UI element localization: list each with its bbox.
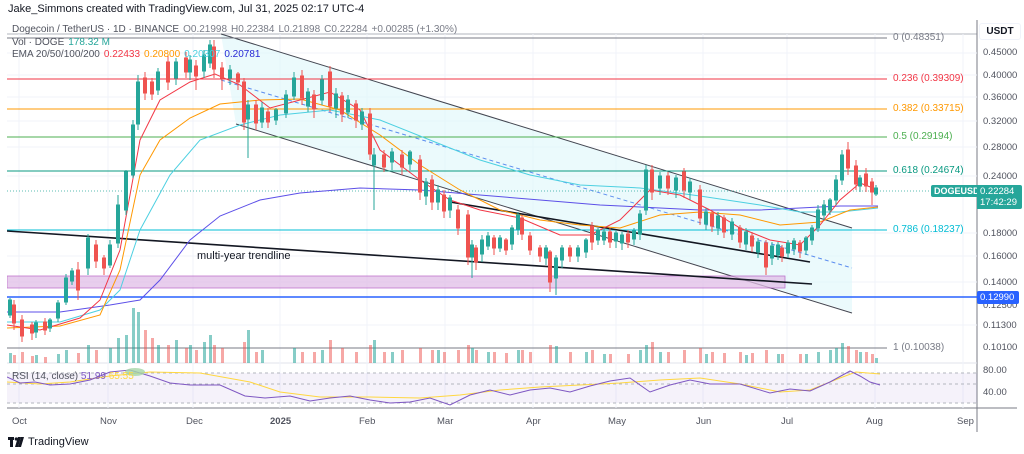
price-tick: 0.28000	[983, 142, 1018, 153]
time-tick: Jul	[781, 416, 794, 427]
ema100-value: 0.20307	[184, 49, 221, 60]
volume-label[interactable]: Vol · DOGE	[12, 36, 65, 48]
chart-legend: Dogecoin / TetherUS · 1D · BINANCE O0.21…	[12, 24, 458, 60]
time-tick: 2025	[270, 416, 292, 427]
price-tick: 0.40000	[983, 70, 1018, 81]
price-tick: 0.16000	[983, 251, 1018, 262]
ema-20	[7, 73, 879, 331]
tradingview-logo[interactable]: TradingView	[8, 436, 89, 448]
time-tick: Dec	[186, 416, 203, 427]
close-value: 0.22284	[331, 24, 368, 35]
ema-label[interactable]: EMA 20/50/100/200	[12, 49, 100, 60]
rsi-label[interactable]: RSI (14, close)	[12, 371, 79, 382]
currency-unit[interactable]: USDT	[979, 23, 1021, 40]
time-tick: Aug	[866, 416, 883, 427]
chart-credit: Jake_Simmons created with TradingView.co…	[8, 3, 365, 15]
time-tick: Oct	[12, 416, 27, 427]
rsi-value: 51.99	[80, 371, 106, 382]
ema-200	[7, 187, 878, 313]
volume-bars	[9, 308, 878, 363]
price-tick: 0.32000	[983, 116, 1018, 127]
symbol-price-tag: DOGEUSDT	[931, 185, 989, 197]
rsi-ma-value: 65.55	[108, 371, 134, 382]
current-price: 0.22284	[980, 186, 1015, 197]
fib-label-05: 0.5 (0.29194)	[893, 131, 953, 142]
rsi-tick: 40.00	[983, 387, 1007, 398]
fib-label-0786: 0.786 (0.18237)	[893, 224, 964, 235]
fib-label-0618: 0.618 (0.24674)	[893, 165, 964, 176]
candlesticks	[8, 40, 878, 342]
price-tick: 0.14000	[983, 277, 1018, 288]
fib-label-0236: 0.236 (0.39309)	[893, 73, 964, 84]
fib-label-0: 0 (0.48351)	[893, 32, 945, 43]
time-tick: Nov	[100, 416, 117, 427]
support-price-tag: 0.12990	[977, 291, 1019, 304]
ema50-value: 0.20800	[144, 49, 181, 60]
rsi-tick: 80.00	[983, 365, 1007, 376]
fib-label-1: 1 (0.10038)	[893, 342, 945, 353]
price-chart[interactable]	[7, 20, 1017, 432]
high-value: 0.22384	[238, 24, 275, 35]
time-tick: Sep	[957, 416, 974, 427]
rsi-legend: RSI (14, close) 51.99 65.55	[12, 371, 134, 382]
ema20-value: 0.22433	[103, 49, 141, 60]
price-tick: 0.12500	[983, 300, 1018, 311]
time-tick: May	[608, 416, 626, 427]
multi-year-trendline	[7, 230, 813, 285]
time-tick: Jun	[696, 416, 712, 427]
countdown-timer: 17:42:29	[980, 197, 1017, 208]
ema-100	[7, 109, 879, 323]
open-value: 0.21998	[190, 24, 228, 35]
symbol-label[interactable]: Dogecoin / TetherUS · 1D · BINANCE	[12, 24, 180, 35]
brand-name: TradingView	[28, 436, 89, 448]
ema200-value: 0.20781	[224, 49, 261, 60]
volume-value: 178.32 M	[68, 36, 110, 48]
fib-label-0382: 0.382 (0.33715)	[893, 103, 964, 114]
low-value: 0.21898	[284, 24, 321, 35]
price-tick: 0.45000	[983, 47, 1018, 58]
current-price-tag: 0.22284 17:42:29	[977, 185, 1022, 209]
change-value: +0.00285 (+1.30%)	[371, 24, 458, 35]
price-tick: 0.18000	[983, 228, 1018, 239]
time-tick: Apr	[526, 416, 541, 427]
price-tick: 0.10100	[983, 342, 1018, 353]
tradingview-logo-icon	[8, 437, 24, 447]
time-tick: Feb	[359, 416, 376, 427]
price-tick: 0.24000	[983, 171, 1018, 182]
rsi-band	[7, 373, 977, 403]
price-tick: 0.36000	[983, 92, 1018, 103]
price-tick: 0.11300	[983, 320, 1017, 331]
time-tick: Mar	[437, 416, 454, 427]
trendline-annotation: multi-year trendline	[197, 250, 291, 262]
